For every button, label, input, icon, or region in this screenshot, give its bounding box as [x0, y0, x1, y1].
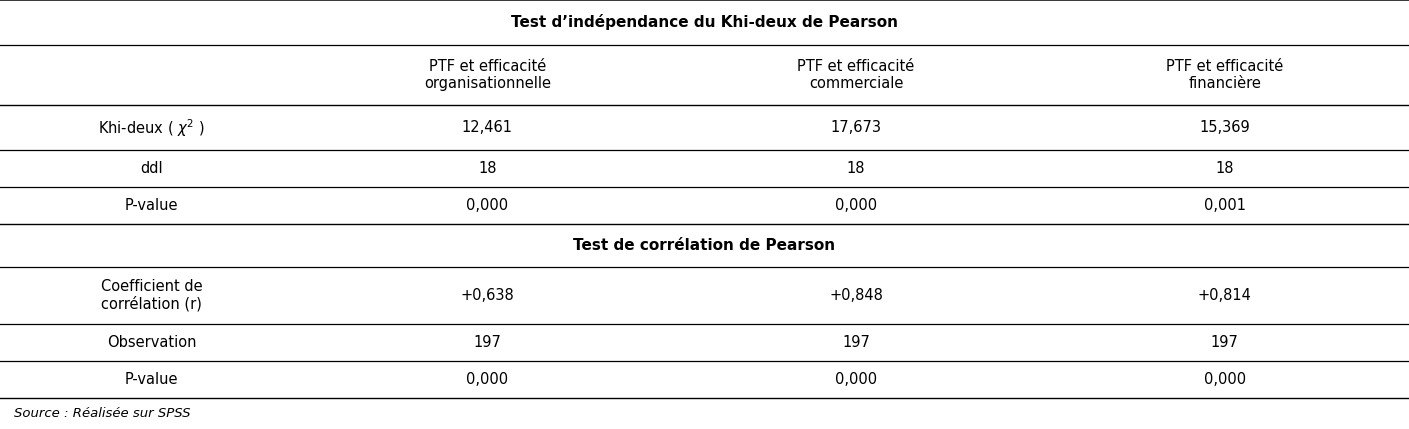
Text: P-value: P-value [125, 372, 178, 387]
Text: P-value: P-value [125, 198, 178, 213]
Text: 18: 18 [847, 161, 865, 176]
Text: PTF et efficacité
financière: PTF et efficacité financière [1167, 59, 1284, 91]
Text: 0,001: 0,001 [1203, 198, 1246, 213]
Text: Khi-deux ( $\chi^{2}$ ): Khi-deux ( $\chi^{2}$ ) [99, 117, 204, 139]
Text: 197: 197 [1210, 335, 1239, 350]
Text: +0,638: +0,638 [461, 288, 514, 303]
Text: Observation: Observation [107, 335, 196, 350]
Text: 0,000: 0,000 [466, 372, 509, 387]
Text: 0,000: 0,000 [466, 198, 509, 213]
Text: ddl: ddl [139, 161, 163, 176]
Text: 12,461: 12,461 [462, 120, 513, 135]
Text: PTF et efficacité
organisationnelle: PTF et efficacité organisationnelle [424, 59, 551, 91]
Text: PTF et efficacité
commerciale: PTF et efficacité commerciale [797, 59, 914, 91]
Text: 15,369: 15,369 [1199, 120, 1250, 135]
Text: 18: 18 [478, 161, 496, 176]
Text: Test d’indépendance du Khi-deux de Pearson: Test d’indépendance du Khi-deux de Pears… [511, 15, 898, 30]
Text: 18: 18 [1216, 161, 1234, 176]
Text: 0,000: 0,000 [1203, 372, 1246, 387]
Text: 0,000: 0,000 [836, 198, 876, 213]
Text: Source : Réalisée sur SPSS: Source : Réalisée sur SPSS [14, 407, 190, 420]
Text: +0,814: +0,814 [1198, 288, 1251, 303]
Text: Coefficient de
corrélation (r): Coefficient de corrélation (r) [100, 279, 203, 312]
Text: 0,000: 0,000 [836, 372, 876, 387]
Text: 197: 197 [843, 335, 869, 350]
Text: +0,848: +0,848 [828, 288, 883, 303]
Text: 17,673: 17,673 [830, 120, 882, 135]
Text: 197: 197 [473, 335, 502, 350]
Text: Test de corrélation de Pearson: Test de corrélation de Pearson [573, 238, 836, 253]
